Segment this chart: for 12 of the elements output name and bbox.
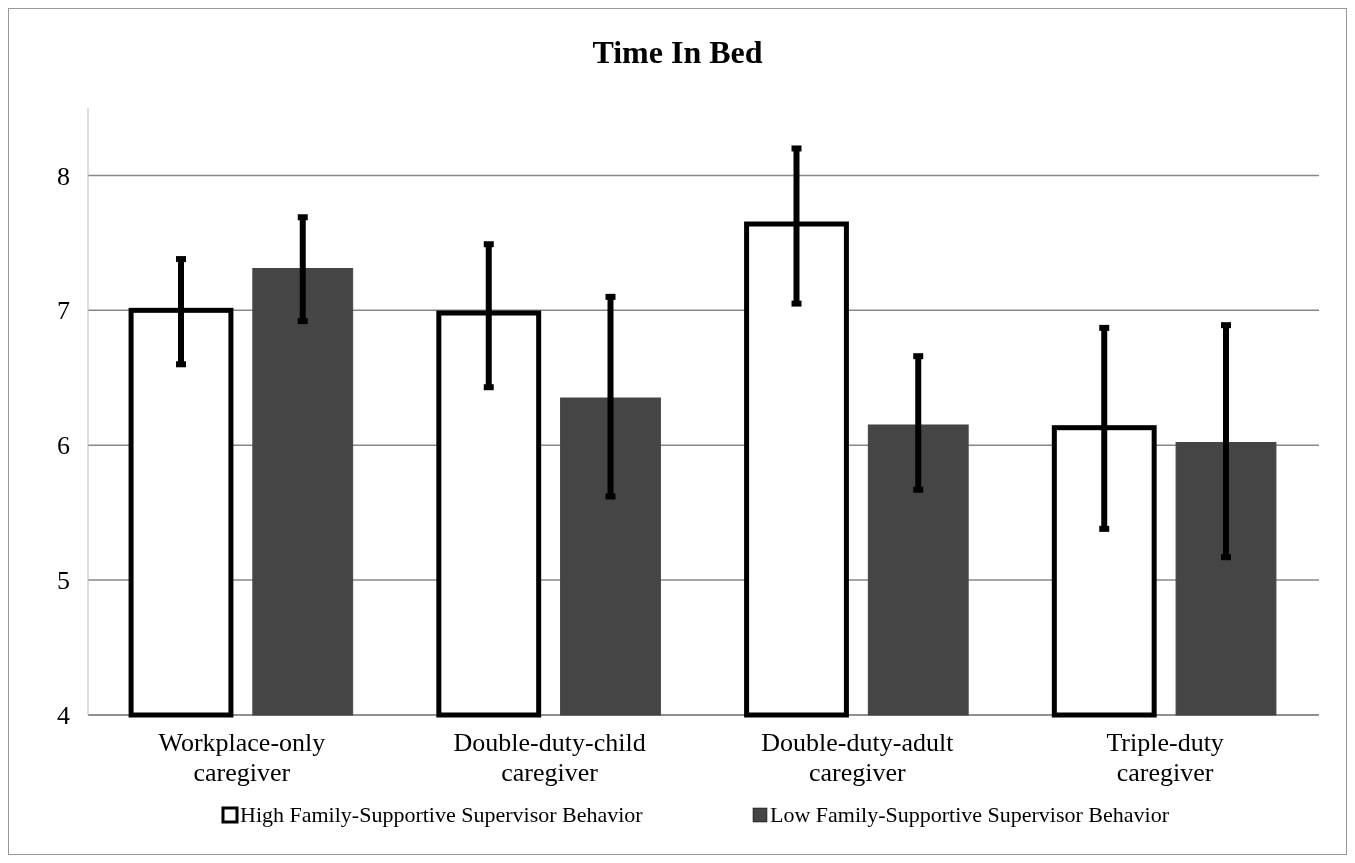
y-tick-label: 4 [57,701,70,731]
legend-label: High Family-Supportive Supervisor Behavior [240,802,644,827]
x-tick-label: Double-duty-child caregiver [453,728,646,787]
y-tick-label: 7 [57,296,70,326]
y-tick-label: 6 [57,431,70,461]
y-tick-label: 8 [57,161,70,191]
legend-label: Low Family-Supportive Supervisor Behavior [770,802,1170,827]
x-tick-label: Workplace-only caregiver [158,728,326,787]
x-tick-label: Triple-duty caregiver [1106,728,1224,787]
y-tick-label: 5 [57,566,70,596]
x-tick-label: Double-duty-adult caregiver [761,728,955,787]
chart-title: Time In Bed [592,34,763,70]
